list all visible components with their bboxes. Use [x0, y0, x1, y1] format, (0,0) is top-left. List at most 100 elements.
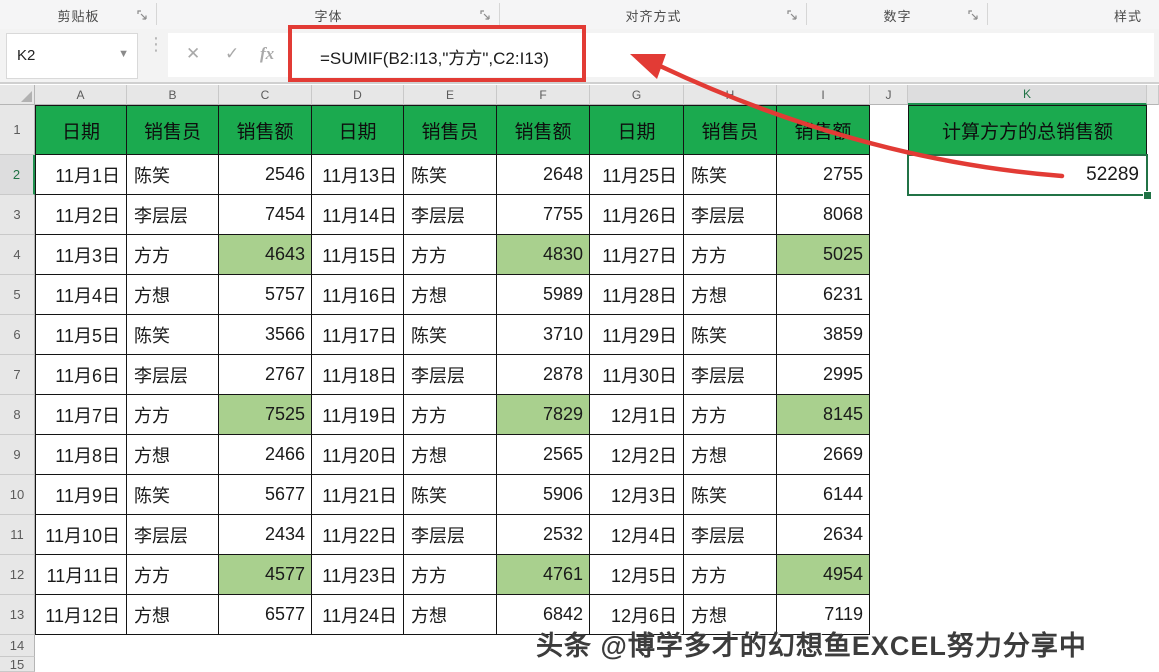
cell-I11[interactable]: 2634	[777, 515, 870, 555]
row-header-1[interactable]: 1	[0, 105, 35, 155]
cell-A11[interactable]: 11月10日	[35, 515, 127, 555]
cell-I1[interactable]: 销售额	[777, 105, 870, 155]
cell-D11[interactable]: 11月22日	[312, 515, 404, 555]
cell-H11[interactable]: 李层层	[684, 515, 777, 555]
cell-E7[interactable]: 李层层	[404, 355, 497, 395]
enter-icon[interactable]: ✓	[225, 44, 240, 63]
cell-K1[interactable]: 计算方方的总销售额	[908, 105, 1147, 155]
cell-G4[interactable]: 11月27日	[590, 235, 684, 275]
cell-F12[interactable]: 4761	[497, 555, 590, 595]
cell-A4[interactable]: 11月3日	[35, 235, 127, 275]
cell-E13[interactable]: 方想	[404, 595, 497, 635]
cell-C1[interactable]: 销售额	[219, 105, 312, 155]
column-header-B[interactable]: B	[127, 85, 219, 105]
cell-G10[interactable]: 12月3日	[590, 475, 684, 515]
cell-B4[interactable]: 方方	[127, 235, 219, 275]
column-header-D[interactable]: D	[312, 85, 404, 105]
cell-E8[interactable]: 方方	[404, 395, 497, 435]
cell-E11[interactable]: 李层层	[404, 515, 497, 555]
cell-C4[interactable]: 4643	[219, 235, 312, 275]
cell-C12[interactable]: 4577	[219, 555, 312, 595]
cell-F8[interactable]: 7829	[497, 395, 590, 435]
cell-H3[interactable]: 李层层	[684, 195, 777, 235]
row-header-3[interactable]: 3	[0, 195, 35, 235]
row-header-8[interactable]: 8	[0, 395, 35, 435]
cell-H9[interactable]: 方想	[684, 435, 777, 475]
cell-I10[interactable]: 6144	[777, 475, 870, 515]
cell-E3[interactable]: 李层层	[404, 195, 497, 235]
row-header-13[interactable]: 13	[0, 595, 35, 635]
column-header-C[interactable]: C	[219, 85, 312, 105]
row-header-14[interactable]: 14	[0, 635, 35, 657]
row-header-2[interactable]: 2	[0, 155, 35, 195]
cell-B5[interactable]: 方想	[127, 275, 219, 315]
cell-I12[interactable]: 4954	[777, 555, 870, 595]
cell-C2[interactable]: 2546	[219, 155, 312, 195]
cell-H12[interactable]: 方方	[684, 555, 777, 595]
cell-F13[interactable]: 6842	[497, 595, 590, 635]
column-header-G[interactable]: G	[590, 85, 684, 105]
cell-D9[interactable]: 11月20日	[312, 435, 404, 475]
cell-E6[interactable]: 陈笑	[404, 315, 497, 355]
cell-A13[interactable]: 11月12日	[35, 595, 127, 635]
cell-F4[interactable]: 4830	[497, 235, 590, 275]
cell-B11[interactable]: 李层层	[127, 515, 219, 555]
dialog-launcher-icon[interactable]	[787, 8, 798, 20]
cell-D7[interactable]: 11月18日	[312, 355, 404, 395]
cell-C7[interactable]: 2767	[219, 355, 312, 395]
cell-G12[interactable]: 12月5日	[590, 555, 684, 595]
cell-D13[interactable]: 11月24日	[312, 595, 404, 635]
cell-B10[interactable]: 陈笑	[127, 475, 219, 515]
cell-G7[interactable]: 11月30日	[590, 355, 684, 395]
cell-I4[interactable]: 5025	[777, 235, 870, 275]
cell-I5[interactable]: 6231	[777, 275, 870, 315]
cell-C8[interactable]: 7525	[219, 395, 312, 435]
cell-D6[interactable]: 11月17日	[312, 315, 404, 355]
cell-B2[interactable]: 陈笑	[127, 155, 219, 195]
cell-C5[interactable]: 5757	[219, 275, 312, 315]
cell-E5[interactable]: 方想	[404, 275, 497, 315]
cell-H13[interactable]: 方想	[684, 595, 777, 635]
cell-F2[interactable]: 2648	[497, 155, 590, 195]
cell-G6[interactable]: 11月29日	[590, 315, 684, 355]
row-header-9[interactable]: 9	[0, 435, 35, 475]
cell-C10[interactable]: 5677	[219, 475, 312, 515]
cell-G8[interactable]: 12月1日	[590, 395, 684, 435]
insert-function-icon[interactable]: fx	[260, 44, 275, 63]
cell-H2[interactable]: 陈笑	[684, 155, 777, 195]
cell-I6[interactable]: 3859	[777, 315, 870, 355]
cell-A2[interactable]: 11月1日	[35, 155, 127, 195]
cell-F9[interactable]: 2565	[497, 435, 590, 475]
cell-B13[interactable]: 方想	[127, 595, 219, 635]
cell-A8[interactable]: 11月7日	[35, 395, 127, 435]
dialog-launcher-icon[interactable]	[480, 8, 491, 20]
cell-A10[interactable]: 11月9日	[35, 475, 127, 515]
chevron-down-icon[interactable]: ▼	[118, 48, 129, 60]
cell-F5[interactable]: 5989	[497, 275, 590, 315]
row-header-7[interactable]: 7	[0, 355, 35, 395]
cell-E10[interactable]: 陈笑	[404, 475, 497, 515]
cell-E1[interactable]: 销售员	[404, 105, 497, 155]
cell-G9[interactable]: 12月2日	[590, 435, 684, 475]
cell-F6[interactable]: 3710	[497, 315, 590, 355]
cell-F7[interactable]: 2878	[497, 355, 590, 395]
cell-I8[interactable]: 8145	[777, 395, 870, 435]
cell-I9[interactable]: 2669	[777, 435, 870, 475]
cell-G3[interactable]: 11月26日	[590, 195, 684, 235]
formula-input[interactable]: =SUMIF(B2:I13,"方方",C2:I13)	[292, 33, 1154, 77]
cell-B9[interactable]: 方想	[127, 435, 219, 475]
cell-E9[interactable]: 方想	[404, 435, 497, 475]
cell-H10[interactable]: 陈笑	[684, 475, 777, 515]
column-header-I[interactable]: I	[777, 85, 870, 105]
cell-B7[interactable]: 李层层	[127, 355, 219, 395]
select-all-button[interactable]	[0, 85, 35, 105]
column-header-F[interactable]: F	[497, 85, 590, 105]
cell-H5[interactable]: 方想	[684, 275, 777, 315]
cell-D8[interactable]: 11月19日	[312, 395, 404, 435]
cell-C9[interactable]: 2466	[219, 435, 312, 475]
cell-D2[interactable]: 11月13日	[312, 155, 404, 195]
cell-D1[interactable]: 日期	[312, 105, 404, 155]
cell-A3[interactable]: 11月2日	[35, 195, 127, 235]
cell-B8[interactable]: 方方	[127, 395, 219, 435]
row-header-12[interactable]: 12	[0, 555, 35, 595]
